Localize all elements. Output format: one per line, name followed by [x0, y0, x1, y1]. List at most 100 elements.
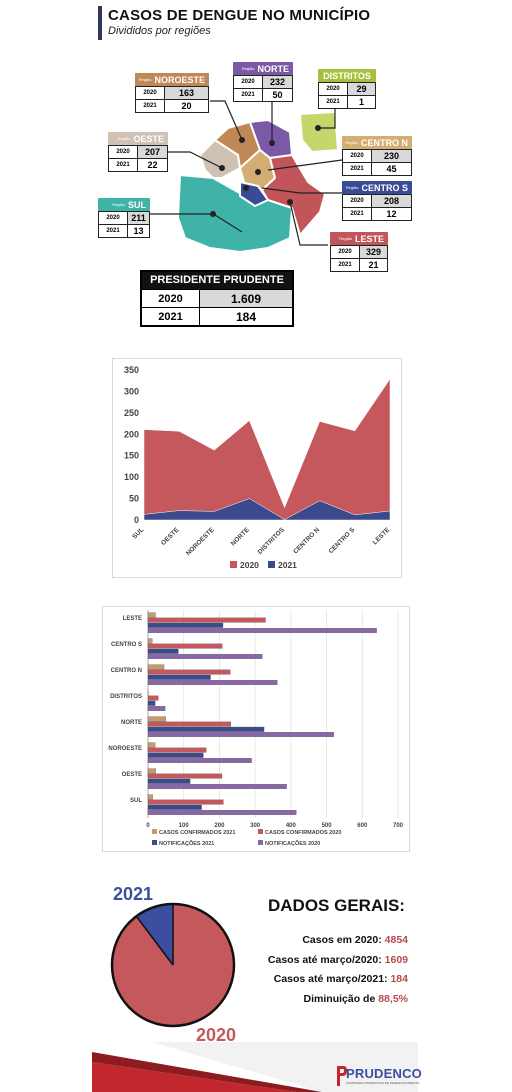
bar-sul [147, 799, 224, 805]
y-tick-label: OESTE [122, 772, 142, 778]
dados-line-marco-2021: Casos até março/2021: 184 [273, 973, 408, 985]
dados-gerais-title: DADOS GERAIS: [268, 896, 405, 915]
area-chart: 0 50 100 150 200 250 300 350 SUL OESTE NOROESTE NOR… [124, 365, 392, 570]
region-header: Região NOROESTE [135, 73, 209, 86]
bar-centro-n [147, 680, 278, 685]
x-tick-label: DISTRITOS [257, 526, 287, 556]
dados-line-casos-2020: Casos em 2020: 4854 [302, 934, 408, 946]
footer-brand: PRUDENCO [346, 1066, 422, 1081]
bar-leste [147, 622, 224, 628]
footer-tagline: COMPANHIA PRUDENTINA DE DESENVOLVIMENTO [346, 1081, 420, 1085]
bar-oeste [147, 768, 157, 774]
legend-label: NOTIFICAÇÕES 2021 [159, 840, 214, 847]
bar-norte [147, 721, 232, 727]
region-header: Região NORTE [233, 62, 293, 75]
x-tick-label: LESTE [372, 526, 392, 546]
bar-norte [147, 716, 167, 722]
region-box-sul: Região SUL 2020 211 2021 13 [98, 198, 150, 238]
dados-line-marco-2020: Casos até março/2020: 1609 [267, 954, 408, 966]
presidente-prudente-table: PRESIDENTE PRUDENTE 2020 1.609 2021 184 [140, 270, 294, 327]
legend-label: 2020 [240, 560, 259, 570]
pie-chart [110, 902, 236, 1028]
bar-noroeste [147, 758, 252, 763]
legend-swatch [258, 829, 263, 834]
bar-distritos [147, 700, 156, 706]
presidente-row-2020: 2020 1.609 [142, 289, 292, 307]
y-tick-label: 0 [134, 515, 139, 525]
footer-banner [92, 1042, 418, 1092]
pie-label-2020: 2020 [196, 1025, 237, 1045]
bar-leste [147, 628, 377, 633]
x-tick-label: OESTE [160, 526, 181, 547]
x-tick-label: 0 [146, 823, 150, 829]
bar-centro-n [147, 669, 231, 675]
y-tick-label: LESTE [123, 616, 142, 622]
bar-noroeste [147, 752, 204, 758]
area-series-2020 [143, 378, 391, 521]
region-box-distritos: DISTRITOS 2020 29 2021 1 [318, 69, 376, 109]
region-box-centro-n: Região CENTRO N 2020 230 2021 45 [342, 136, 412, 176]
pie-slice-2021 [136, 904, 173, 965]
bar-distritos [147, 706, 166, 711]
page-title: CASOS DE DENGUE NO MUNICÍPIO [108, 7, 371, 24]
page-subtitle: Divididos por regiões [108, 25, 211, 37]
bar-norte [147, 726, 265, 732]
y-tick-label: CENTRO N [111, 668, 142, 674]
x-tick-label: 100 [179, 823, 190, 829]
legend-label: 2021 [278, 560, 297, 570]
bar-centro-s [147, 643, 223, 649]
bar-oeste [147, 784, 287, 789]
presidente-row-2021: 2021 184 [142, 307, 292, 325]
pie-divider [135, 915, 174, 966]
bar-norte [147, 732, 334, 737]
bar-sul [147, 810, 297, 815]
y-tick-label: SUL [130, 798, 142, 804]
x-tick-label: 400 [286, 823, 297, 829]
bar-sul [147, 794, 153, 800]
y-tick-label: NOROESTE [108, 746, 142, 752]
y-tick-label: 100 [124, 472, 139, 482]
x-tick-label: SUL [131, 526, 145, 540]
y-tick-label: 350 [124, 365, 139, 375]
legend-swatch [152, 840, 157, 845]
region-header: Região LESTE [330, 232, 388, 245]
bar-noroeste [147, 747, 207, 753]
x-tick-label: 300 [250, 823, 261, 829]
bar-leste [147, 612, 156, 618]
header-accent-bar [98, 6, 102, 40]
bar-chart: 0 100 200 300 400 500 600 700 LESTE CENTRO S CENTR… [108, 610, 404, 847]
y-tick-label: 250 [124, 408, 139, 418]
map-region-leste [261, 154, 326, 236]
region-box-leste: Região LESTE 2020 329 2021 21 [330, 232, 388, 272]
dados-line-diminuicao: Diminuição de 88,5% [303, 993, 408, 1005]
bar-centro-s [147, 638, 153, 644]
region-box-centro-s: Região CENTRO S 2020 208 2021 12 [342, 181, 412, 221]
prudenco-logo-icon [337, 1066, 347, 1086]
legend-label: CASOS CONFIRMADOS 2020 [265, 830, 341, 836]
map-region-distritos [299, 111, 339, 153]
x-tick-label: 700 [393, 823, 404, 829]
bar-leste [147, 617, 266, 623]
y-tick-label: NORTE [121, 720, 142, 726]
region-header: DISTRITOS [318, 69, 376, 82]
legend-swatch [268, 561, 275, 568]
y-tick-label: DISTRITOS [110, 694, 142, 700]
region-header: Região CENTRO N [342, 136, 412, 149]
region-box-norte: Região NORTE 2020 232 2021 50 [233, 62, 293, 102]
bar-noroeste [147, 742, 156, 748]
region-header: Região CENTRO S [342, 181, 412, 194]
y-tick-label: 200 [124, 429, 139, 439]
region-box-oeste: Região OESTE 2020 207 2021 22 [108, 132, 168, 172]
pie-label-2021: 2021 [113, 884, 154, 904]
x-tick-label: NOROESTE [185, 526, 216, 557]
presidente-prudente-title: PRESIDENTE PRUDENTE [142, 272, 292, 289]
bar-oeste [147, 778, 191, 784]
bar-distritos [147, 695, 159, 701]
y-tick-label: 150 [124, 451, 139, 461]
legend-swatch [230, 561, 237, 568]
x-tick-label: CENTRO N [292, 526, 321, 555]
bar-centro-s [147, 654, 263, 659]
region-box-noroeste: Região NOROESTE 2020 163 2021 20 [135, 73, 209, 113]
x-tick-label: 200 [214, 823, 225, 829]
region-header: Região OESTE [108, 132, 168, 145]
